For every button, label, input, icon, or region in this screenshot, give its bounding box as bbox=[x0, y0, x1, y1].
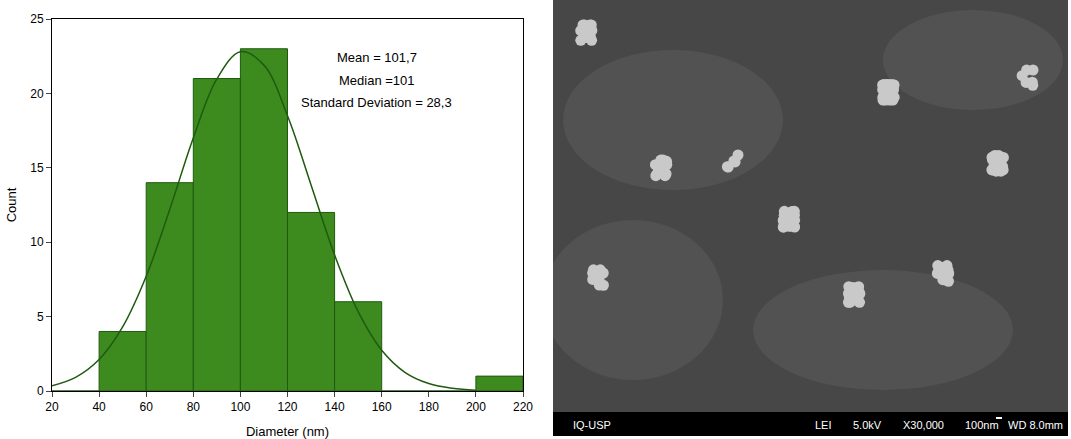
svg-text:40: 40 bbox=[92, 400, 106, 414]
svg-text:100nm: 100nm bbox=[965, 419, 999, 431]
svg-text:220: 220 bbox=[513, 400, 533, 414]
svg-text:5.0kV: 5.0kV bbox=[853, 419, 882, 431]
svg-text:Diameter (nm): Diameter (nm) bbox=[246, 424, 329, 439]
svg-text:140: 140 bbox=[325, 400, 345, 414]
svg-text:120: 120 bbox=[277, 400, 297, 414]
svg-text:20: 20 bbox=[30, 87, 44, 101]
svg-text:10: 10 bbox=[30, 235, 44, 249]
svg-text:80: 80 bbox=[187, 400, 201, 414]
svg-text:WD 8.0mm: WD 8.0mm bbox=[1008, 419, 1063, 431]
svg-text:160: 160 bbox=[372, 400, 392, 414]
svg-text:0: 0 bbox=[37, 384, 44, 398]
svg-text:15: 15 bbox=[30, 161, 44, 175]
svg-text:LEI: LEI bbox=[815, 419, 832, 431]
svg-text:X30,000: X30,000 bbox=[903, 419, 944, 431]
svg-text:200: 200 bbox=[466, 400, 486, 414]
svg-text:IQ-USP: IQ-USP bbox=[573, 419, 611, 431]
svg-text:5: 5 bbox=[37, 310, 44, 324]
svg-text:20: 20 bbox=[45, 400, 59, 414]
svg-text:100: 100 bbox=[230, 400, 250, 414]
svg-text:Mean = 101,7: Mean = 101,7 bbox=[337, 50, 417, 65]
svg-text:180: 180 bbox=[419, 400, 439, 414]
svg-text:Count: Count bbox=[4, 187, 19, 222]
svg-text:Median =101: Median =101 bbox=[339, 73, 415, 88]
svg-text:Standard Deviation = 28,3: Standard Deviation = 28,3 bbox=[301, 95, 452, 110]
svg-text:60: 60 bbox=[140, 400, 154, 414]
svg-text:25: 25 bbox=[30, 12, 44, 26]
